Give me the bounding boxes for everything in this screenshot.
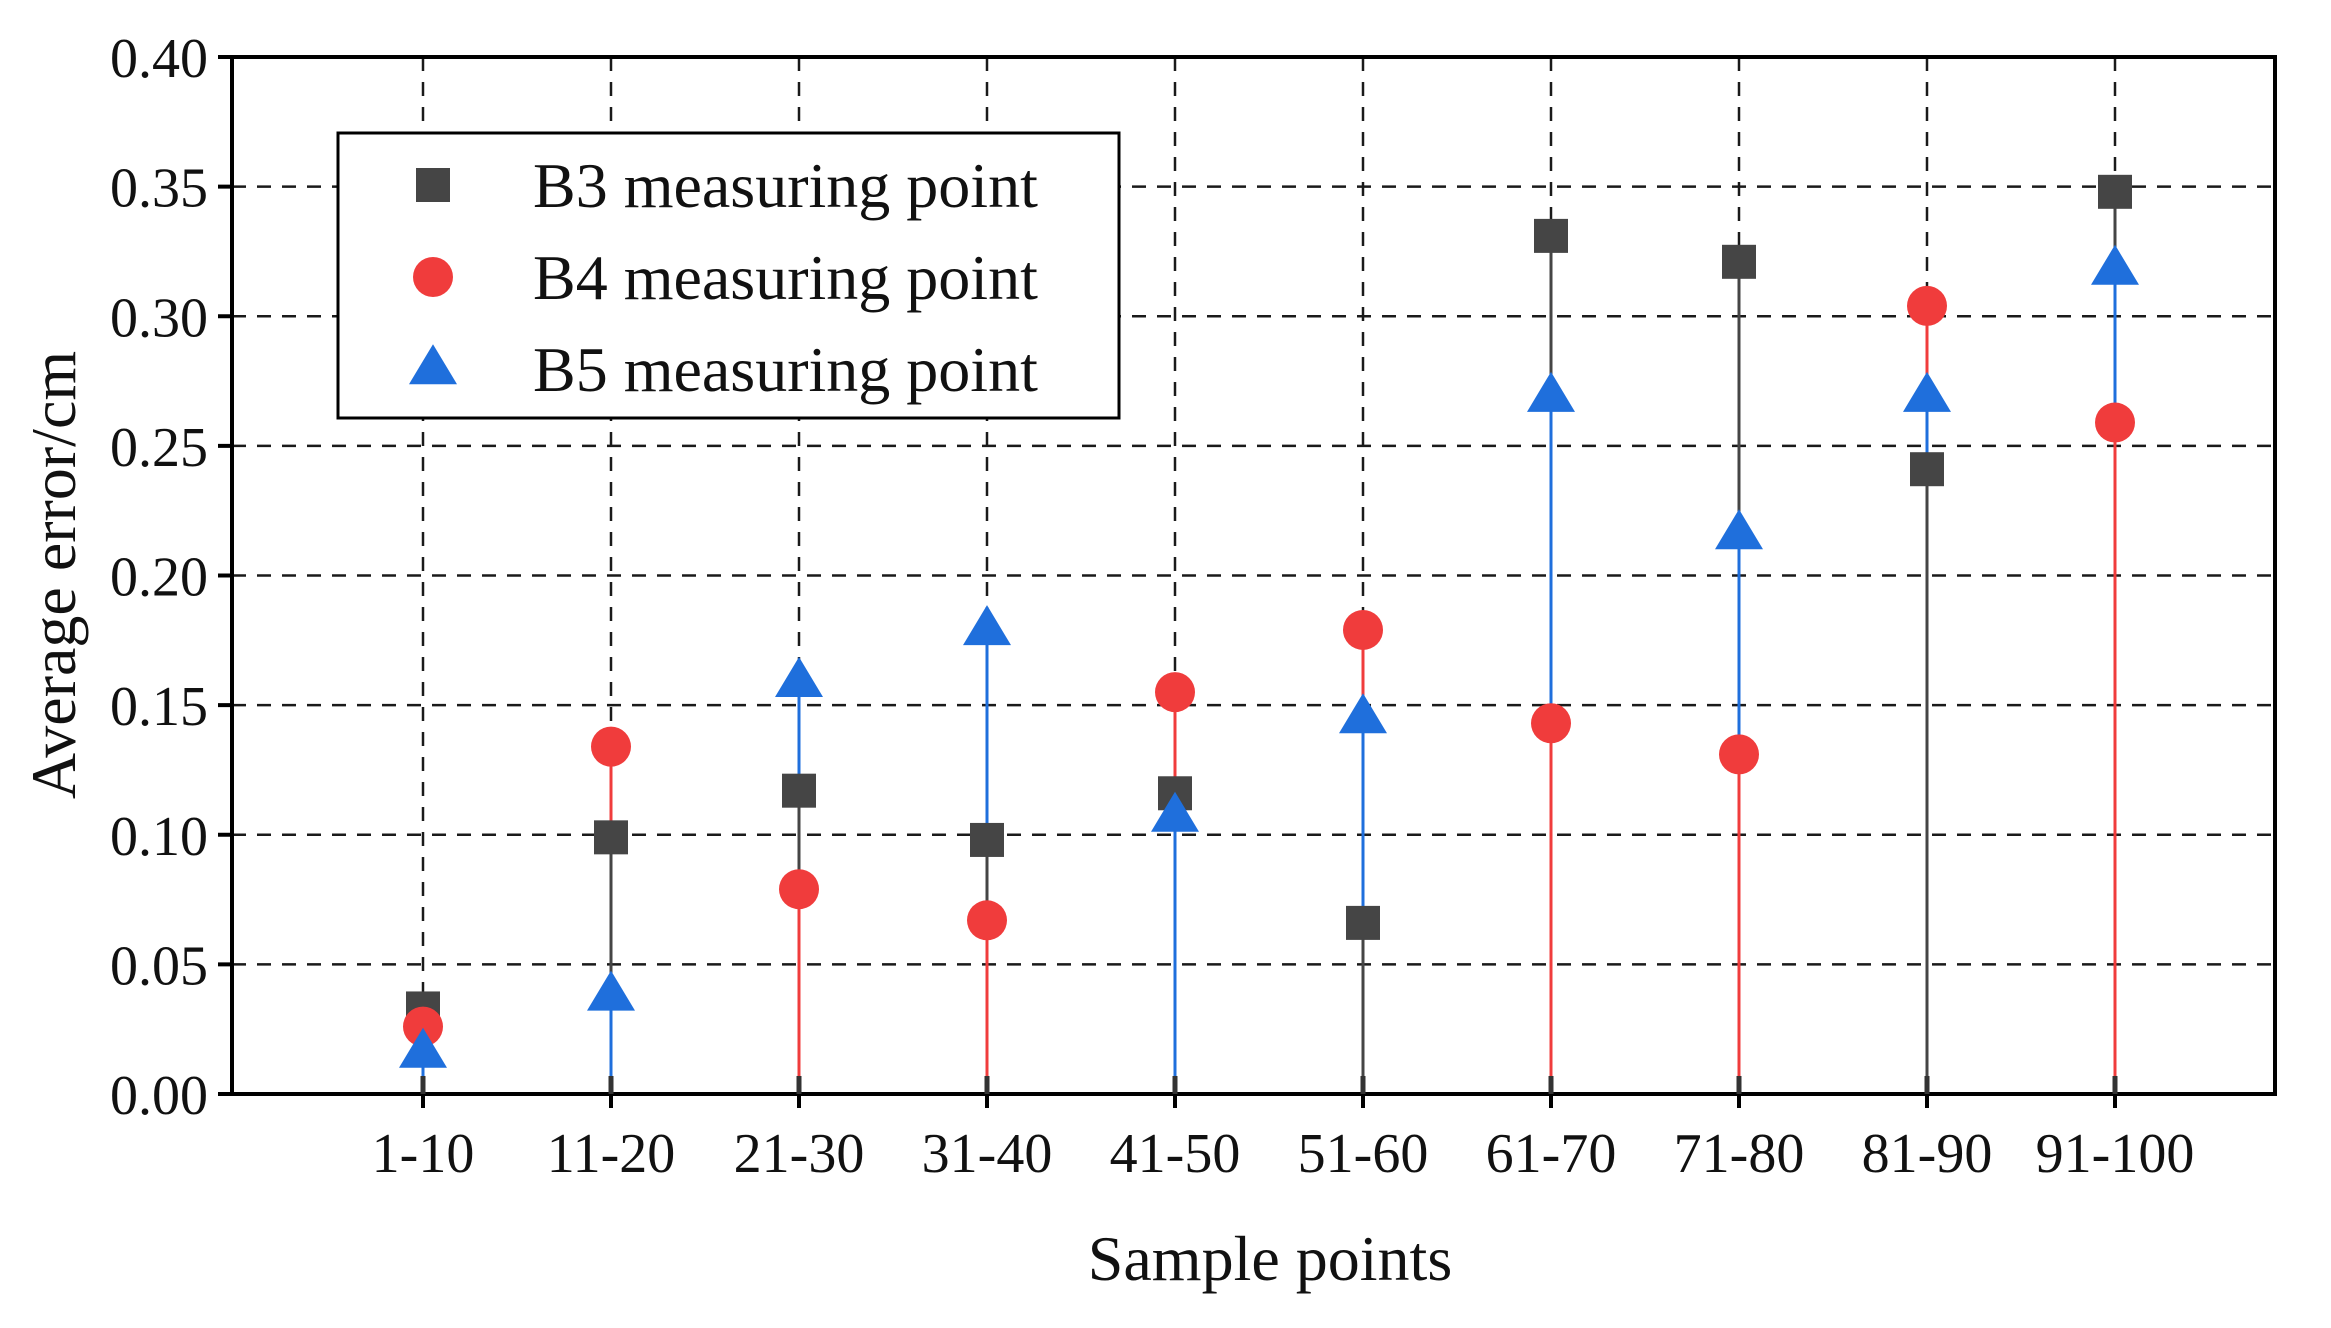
point-square-81-90 xyxy=(1910,452,1944,487)
legend-label: B4 measuring point xyxy=(533,242,1038,313)
point-square-91-100 xyxy=(2098,174,2132,209)
legend-label: B3 measuring point xyxy=(533,150,1038,221)
y-axis-title: Average error/cm xyxy=(18,351,89,799)
y-tick-label: 0.25 xyxy=(110,417,208,479)
point-triangle-1-10 xyxy=(399,1027,447,1068)
x-tick-label: 1-10 xyxy=(372,1123,475,1185)
y-tick-label: 0.35 xyxy=(110,158,208,220)
marker-layer xyxy=(399,174,2139,1068)
y-tick-label: 0.40 xyxy=(110,28,208,90)
point-triangle-21-30 xyxy=(775,656,823,697)
point-circle-61-70 xyxy=(1531,703,1571,744)
legend-label: B5 measuring point xyxy=(533,334,1038,405)
legend-marker-square xyxy=(416,168,450,202)
y-tick-label: 0.05 xyxy=(110,935,208,997)
point-circle-91-100 xyxy=(2095,402,2135,443)
point-triangle-91-100 xyxy=(2091,244,2139,285)
point-circle-11-20 xyxy=(591,726,631,767)
point-triangle-11-20 xyxy=(587,970,635,1011)
point-square-61-70 xyxy=(1534,218,1568,253)
x-tick-label: 21-30 xyxy=(734,1123,865,1185)
y-tick-label: 0.15 xyxy=(110,676,208,738)
point-triangle-31-40 xyxy=(963,605,1011,646)
point-circle-1-10 xyxy=(403,1006,443,1047)
point-circle-81-90 xyxy=(1907,285,1947,326)
point-circle-21-30 xyxy=(779,869,819,910)
point-circle-71-80 xyxy=(1719,734,1759,775)
x-tick-label: 71-80 xyxy=(1674,1123,1805,1185)
y-tick-label: 0.00 xyxy=(110,1065,208,1127)
point-circle-51-60 xyxy=(1343,609,1383,650)
x-tick-label: 81-90 xyxy=(1862,1123,1993,1185)
point-square-21-30 xyxy=(782,773,816,808)
point-square-31-40 xyxy=(970,822,1004,857)
point-square-51-60 xyxy=(1346,905,1380,940)
legend-marker-circle xyxy=(413,257,453,297)
x-tick-label: 91-100 xyxy=(2036,1123,2195,1185)
y-tick-label: 0.20 xyxy=(110,547,208,609)
x-tick-label: 61-70 xyxy=(1486,1123,1617,1185)
point-circle-41-50 xyxy=(1155,672,1195,713)
point-triangle-71-80 xyxy=(1715,509,1763,550)
tick-layer: 0.00 0.05 0.10 0.15 0.20 0.25 0.30 0.35 0.40 1-10… xyxy=(110,28,2194,1185)
y-tick-label: 0.10 xyxy=(110,806,208,868)
legend-box xyxy=(336,131,1121,420)
x-tick-label: 31-40 xyxy=(922,1123,1053,1185)
point-triangle-81-90 xyxy=(1903,371,1951,412)
y-tick-label: 0.30 xyxy=(110,287,208,349)
x-tick-label: 11-20 xyxy=(547,1123,676,1185)
legend-marker-triangle xyxy=(409,344,457,385)
point-triangle-41-50 xyxy=(1151,791,1199,832)
legend: B3 measuring point B4 measuring point B5 m… xyxy=(336,131,1121,420)
point-square-71-80 xyxy=(1722,244,1756,279)
point-triangle-51-60 xyxy=(1339,693,1387,734)
x-axis-title: Sample points xyxy=(1088,1223,1452,1294)
point-circle-31-40 xyxy=(967,900,1007,941)
point-square-11-20 xyxy=(594,820,628,855)
x-tick-label: 51-60 xyxy=(1298,1123,1429,1185)
point-triangle-61-70 xyxy=(1527,371,1575,412)
x-tick-label: 41-50 xyxy=(1110,1123,1241,1185)
